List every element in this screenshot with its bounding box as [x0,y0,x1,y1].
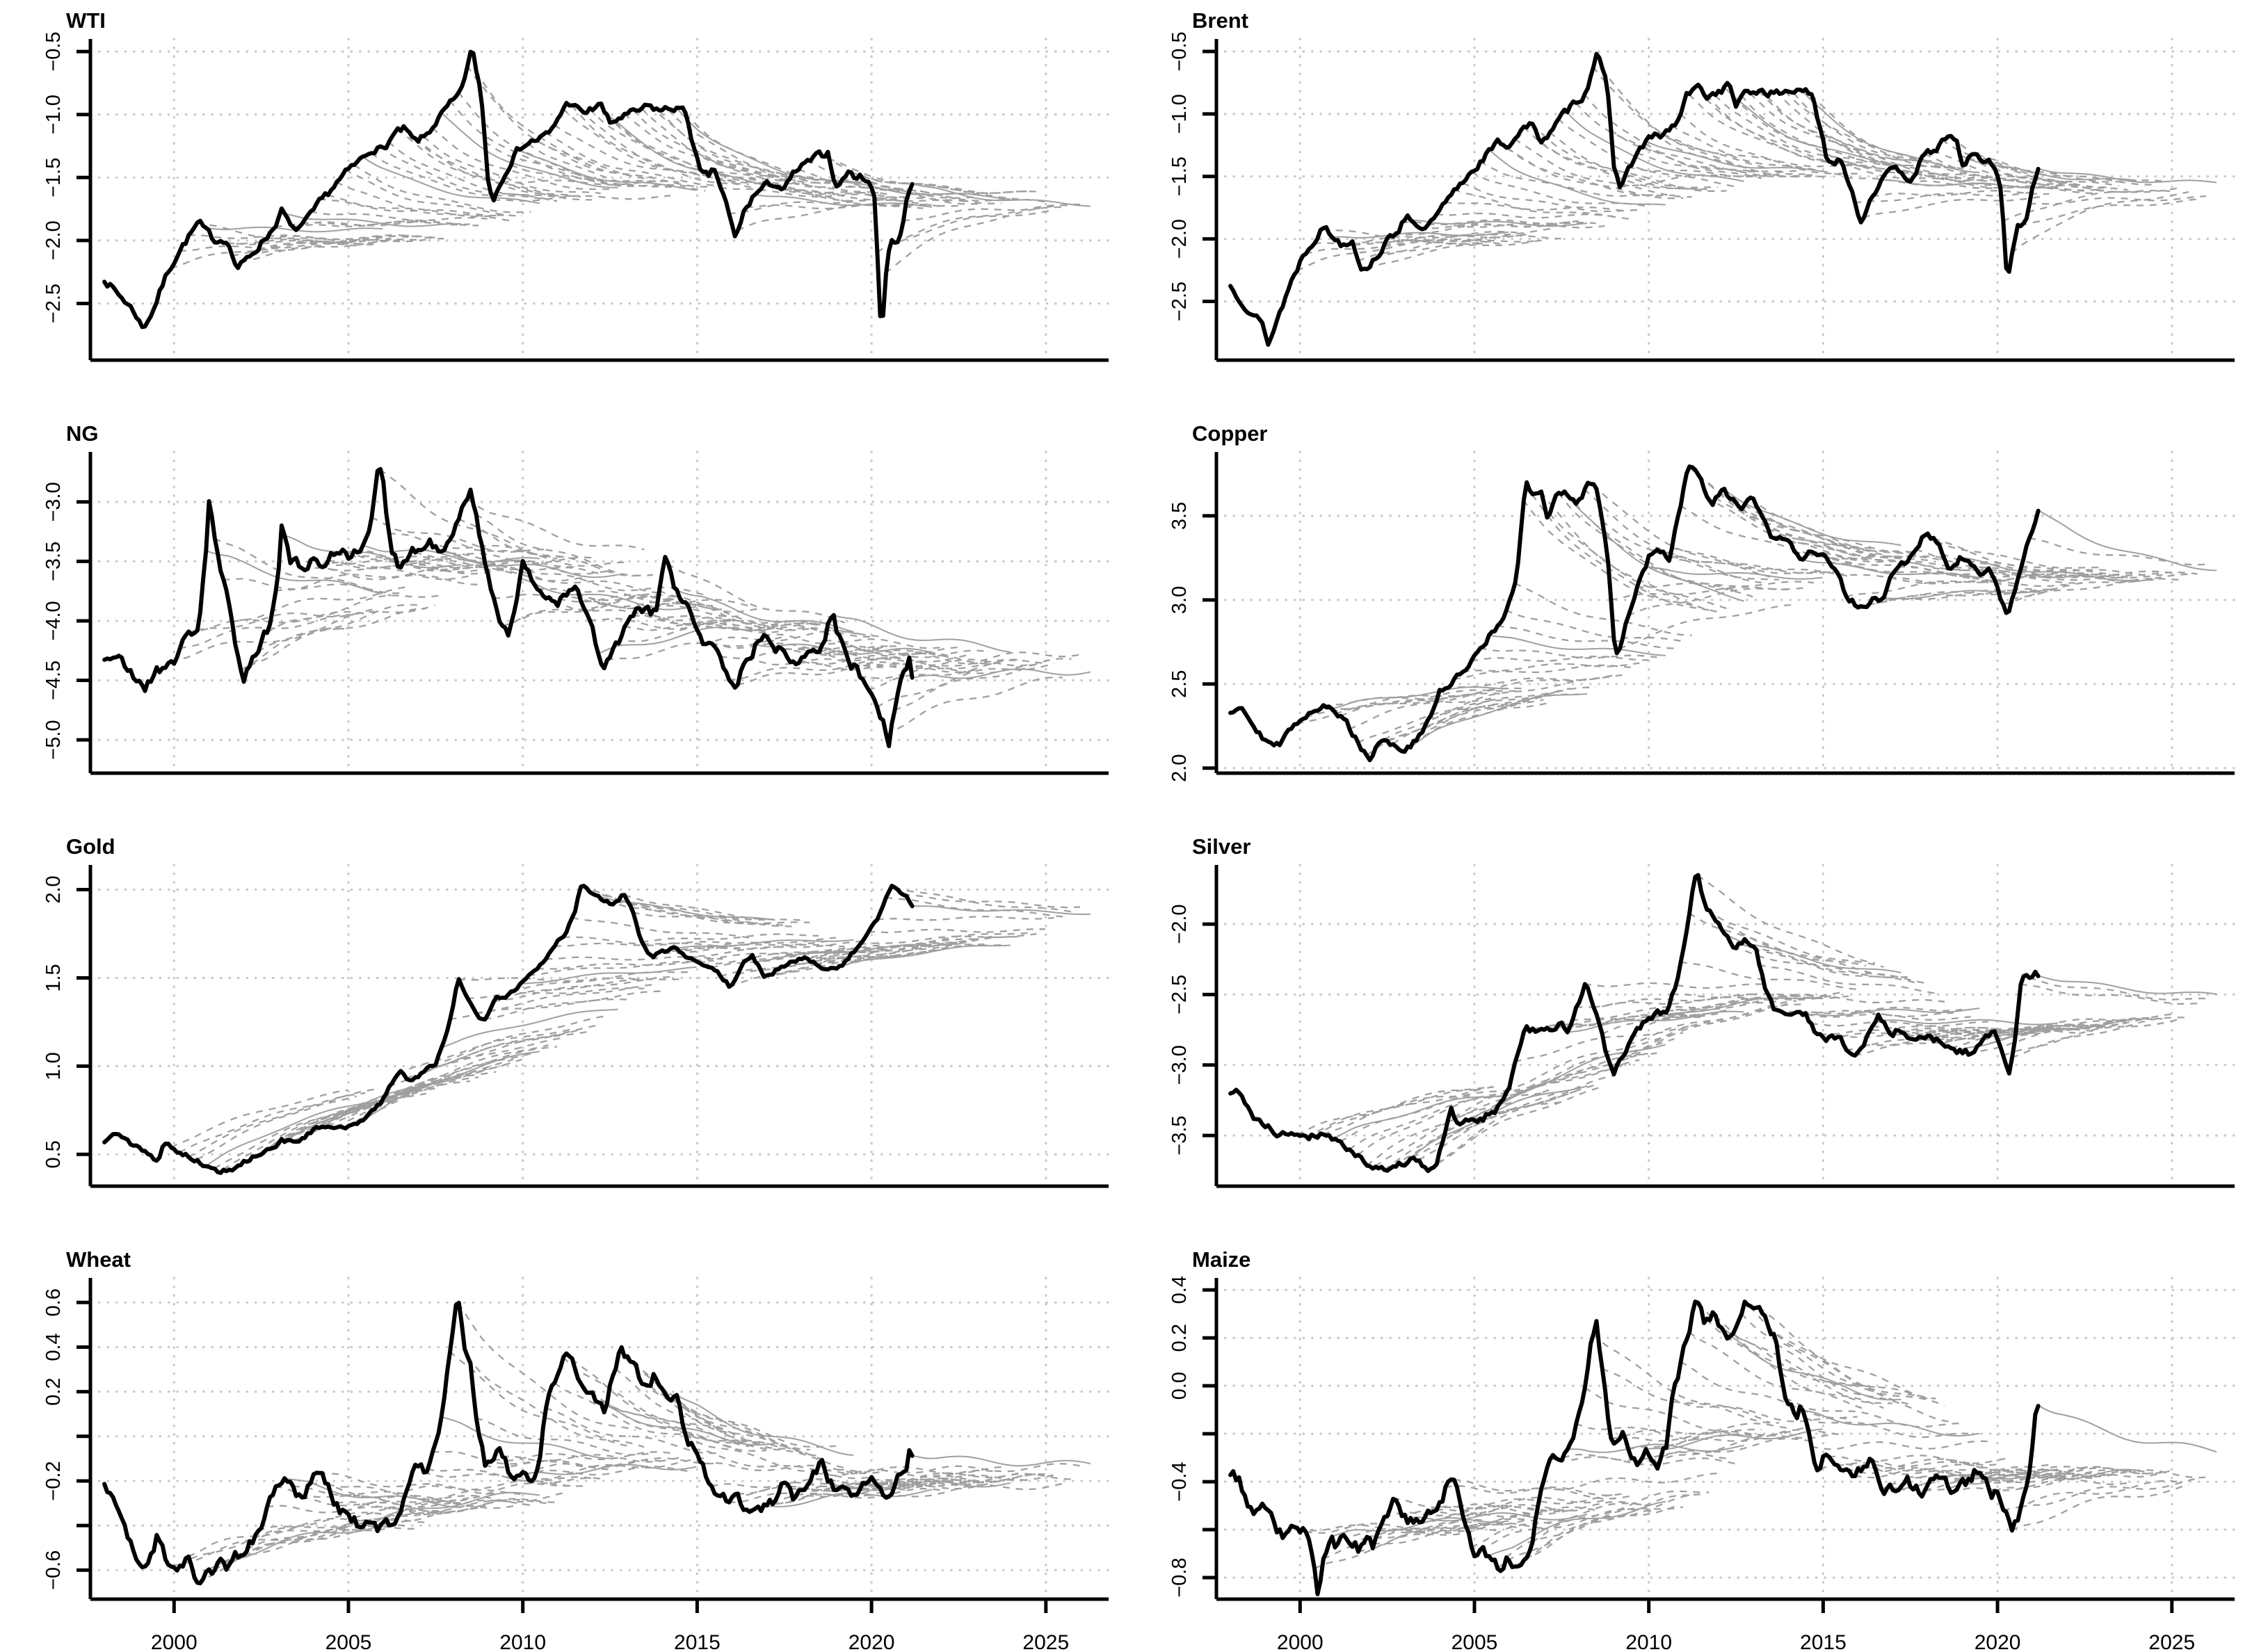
svg-text:−2.0: −2.0 [42,220,65,260]
svg-text:2020: 2020 [1974,1631,2021,1652]
panel-title-gold: Gold [66,834,115,859]
svg-text:−0.2: −0.2 [42,1461,65,1500]
copper-chart: 2.0 2.5 3.0 3.5 [1168,451,2236,782]
panel-title-silver: Silver [1192,834,1251,859]
svg-text:2010: 2010 [1625,1631,1672,1652]
svg-text:−2.5: −2.5 [42,284,65,323]
svg-text:−1.5: −1.5 [42,158,65,197]
wheat-chart: 0.6 0.4 0.2 −0.2 −0.6 2000 2005 2010 2015 2020 202… [42,1277,1110,1652]
svg-text:−2.0: −2.0 [1168,219,1191,259]
svg-text:−4.5: −4.5 [42,661,65,700]
svg-text:−0.4: −0.4 [1168,1461,1191,1501]
wti-chart: −0.5 −1.0 −1.5 −2.0 −2.5 [42,31,1110,362]
panel-ng: −3.0 −3.5 −4.0 −4.5 −5.0 NG [0,413,1126,826]
svg-text:2000: 2000 [151,1631,198,1652]
svg-text:−4.0: −4.0 [42,601,65,640]
panel-title-wti: WTI [66,8,106,33]
svg-text:0.4: 0.4 [42,1333,65,1361]
svg-text:−1.0: −1.0 [1168,94,1191,133]
panel-title-maize: Maize [1192,1247,1251,1272]
svg-text:2010: 2010 [499,1631,546,1652]
svg-text:−3.5: −3.5 [1168,1115,1191,1155]
svg-text:−2.5: −2.5 [1168,975,1191,1014]
svg-text:2015: 2015 [674,1631,721,1652]
svg-text:−1.0: −1.0 [42,95,65,134]
svg-text:2025: 2025 [2148,1631,2195,1652]
svg-text:0.5: 0.5 [42,1140,65,1168]
svg-text:−3.0: −3.0 [1168,1045,1191,1085]
svg-text:2000: 2000 [1277,1631,1324,1652]
svg-text:2025: 2025 [1022,1631,1069,1652]
svg-text:2005: 2005 [325,1631,372,1652]
svg-text:2020: 2020 [848,1631,895,1652]
svg-text:3.5: 3.5 [1168,502,1191,530]
svg-text:0.6: 0.6 [42,1288,65,1316]
svg-text:−3.5: −3.5 [42,542,65,581]
svg-text:−5.0: −5.0 [42,720,65,759]
panel-wheat: 0.6 0.4 0.2 −0.2 −0.6 2000 2005 2010 2015 2020 202… [0,1239,1126,1652]
svg-text:0.4: 0.4 [1168,1276,1191,1304]
svg-text:2.0: 2.0 [42,875,65,903]
panel-title-wheat: Wheat [66,1247,131,1272]
panel-gold: 0.5 1.0 1.5 2.0 Gold [0,826,1126,1239]
svg-text:2005: 2005 [1451,1631,1498,1652]
svg-text:1.0: 1.0 [42,1052,65,1080]
svg-text:3.0: 3.0 [1168,586,1191,614]
panel-title-copper: Copper [1192,421,1268,446]
natural-gas-chart: −3.0 −3.5 −4.0 −4.5 −5.0 [42,451,1110,775]
panel-brent: −0.5 −1.0 −1.5 −2.0 −2.5 Brent [1126,0,2252,413]
panel-silver: −2.0 −2.5 −3.0 −3.5 Silver [1126,826,2252,1239]
brent-chart: −0.5 −1.0 −1.5 −2.0 −2.5 [1168,31,2236,362]
svg-text:−3.0: −3.0 [42,482,65,521]
svg-text:−2.5: −2.5 [1168,282,1191,321]
svg-text:−0.8: −0.8 [1168,1557,1191,1597]
panel-title-ng: NG [66,421,99,446]
svg-text:−2.0: −2.0 [1168,904,1191,944]
panel-wti: −0.5 −1.0 −1.5 −2.0 −2.5 WTI [0,0,1126,413]
panel-title-brent: Brent [1192,8,1248,33]
svg-text:0.0: 0.0 [1168,1372,1191,1400]
svg-text:2.0: 2.0 [1168,754,1191,782]
svg-text:2015: 2015 [1800,1631,1847,1652]
svg-text:0.2: 0.2 [1168,1324,1191,1352]
svg-text:0.2: 0.2 [42,1377,65,1405]
svg-text:−1.5: −1.5 [1168,156,1191,196]
panel-copper: 2.0 2.5 3.0 3.5 Copper [1126,413,2252,826]
svg-text:−0.6: −0.6 [42,1550,65,1590]
svg-text:2.5: 2.5 [1168,670,1191,698]
gold-chart: 0.5 1.0 1.5 2.0 [42,864,1110,1188]
maize-chart: 0.4 0.2 0.0 −0.4 −0.8 2000 2005 2010 2015 2020 202… [1168,1276,2236,1652]
panel-maize: 0.4 0.2 0.0 −0.4 −0.8 2000 2005 2010 2015 2020 202… [1126,1239,2252,1652]
svg-text:−0.5: −0.5 [42,31,65,71]
svg-text:−0.5: −0.5 [1168,31,1191,71]
svg-text:1.5: 1.5 [42,964,65,991]
silver-chart: −2.0 −2.5 −3.0 −3.5 [1168,864,2236,1188]
